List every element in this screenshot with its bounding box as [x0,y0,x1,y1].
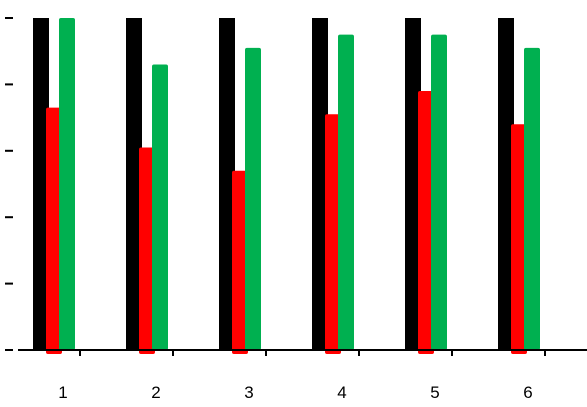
x-tick-label: 6 [523,383,532,402]
bar-3-5 [431,34,447,350]
bar-2-1 [46,107,62,354]
bar-2-5 [418,91,434,354]
bar-2-2 [139,147,155,354]
bar-1-4 [312,18,328,350]
bar-3-1 [59,18,75,350]
bar-3-2 [152,64,168,350]
x-tick-label: 1 [58,383,67,402]
bar-2-3 [232,170,248,354]
x-tick-label: 5 [430,383,439,402]
x-tick-label: 3 [244,383,253,402]
bar-1-1 [33,18,49,350]
x-tick-label: 2 [151,383,160,402]
bar-2-4 [325,114,341,354]
bar-3-6 [524,47,540,350]
bar-1-2 [126,18,142,350]
bar-2-6 [511,124,527,355]
bar-1-3 [219,18,235,350]
bar-1-5 [405,18,421,350]
bar-3-3 [245,47,261,350]
bar-1-6 [498,18,514,350]
bar-3-4 [338,34,354,350]
x-tick-label: 4 [337,383,346,402]
